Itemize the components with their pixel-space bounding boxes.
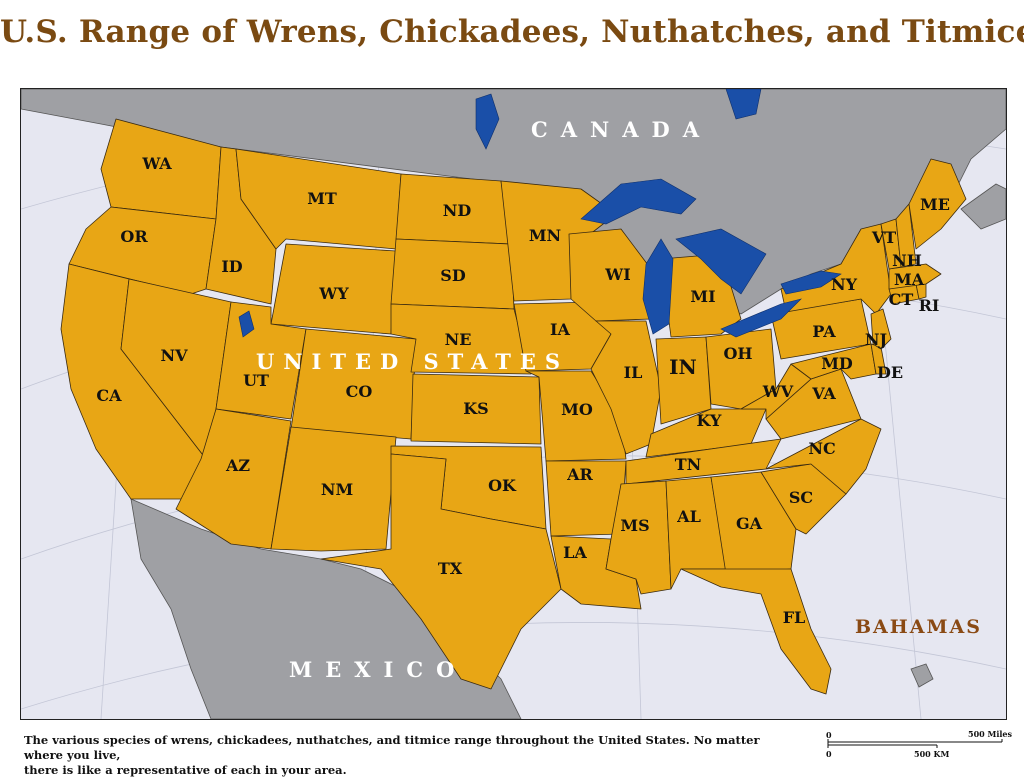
state-label-fl: FL xyxy=(783,608,806,627)
state-nm xyxy=(270,426,397,552)
state-il xyxy=(590,320,662,455)
state-label-ok: OK xyxy=(488,476,517,495)
great-salt-lake xyxy=(238,310,255,338)
state-label-ct: CT xyxy=(889,290,914,309)
scale-km-start: 0 xyxy=(826,749,832,759)
state-ma xyxy=(888,263,942,290)
state-label-mi: MI xyxy=(690,287,715,306)
state-label-pa: PA xyxy=(812,322,836,341)
state-ne xyxy=(390,303,532,375)
state-label-az: AZ xyxy=(225,456,250,475)
caption-line-1: The various species of wrens, chickadees… xyxy=(24,733,760,762)
state-mo xyxy=(525,370,627,462)
state-label-ga: GA xyxy=(736,514,763,533)
state-label-vt: VT xyxy=(871,228,896,247)
nova-scotia xyxy=(960,183,1006,230)
state-label-ia: IA xyxy=(550,320,570,339)
state-sc xyxy=(760,463,847,535)
state-label-nj: NJ xyxy=(865,330,887,349)
lake-ontario xyxy=(780,270,842,295)
state-label-ri: RI xyxy=(919,296,940,315)
state-label-sc: SC xyxy=(789,488,813,507)
state-label-tx: TX xyxy=(438,559,463,578)
state-label-ar: AR xyxy=(566,465,593,484)
state-label-mo: MO xyxy=(561,400,593,419)
state-label-tn: TN xyxy=(675,455,702,474)
state-label-il: IL xyxy=(624,363,643,382)
state-label-va: VA xyxy=(811,384,836,403)
lake-huron xyxy=(675,228,767,295)
state-label-sd: SD xyxy=(440,266,466,285)
state-label-ca: CA xyxy=(96,386,122,405)
state-label-co: CO xyxy=(346,382,373,401)
scale-miles-end: 500 Miles xyxy=(968,729,1012,739)
states xyxy=(60,118,967,695)
map-frame: CANADA UNITED STATES MEXICO BAHAMAS WA O… xyxy=(20,88,1007,720)
state-label-ms: MS xyxy=(620,516,649,535)
state-label-nc: NC xyxy=(808,439,835,458)
canada-label: CANADA xyxy=(531,117,712,142)
state-label-oh: OH xyxy=(723,344,752,363)
state-label-in: IN xyxy=(669,355,697,379)
mexico-label: MEXICO xyxy=(289,657,467,682)
state-label-wy: WY xyxy=(318,284,349,303)
state-label-wa: WA xyxy=(141,154,172,173)
state-label-ny: NY xyxy=(831,275,858,294)
lake-superior xyxy=(580,178,697,225)
state-label-ks: KS xyxy=(463,399,488,418)
state-nj xyxy=(870,308,892,350)
caption-line-2: there is like a representative of each i… xyxy=(24,763,347,777)
state-label-al: AL xyxy=(676,507,701,526)
state-ks xyxy=(410,373,542,445)
state-label-mn: MN xyxy=(529,226,561,245)
state-fl xyxy=(680,568,832,695)
canada-lake-1 xyxy=(475,93,500,150)
state-nh xyxy=(895,203,917,268)
map-title: U.S. Range of Wrens, Chickadees, Nuthatc… xyxy=(0,14,1024,50)
scale-miles-start: 0 xyxy=(826,730,832,740)
state-me xyxy=(908,158,967,250)
lake-michigan xyxy=(642,238,674,335)
state-label-ky: KY xyxy=(697,411,722,430)
canada-lake-2 xyxy=(725,89,762,120)
state-az xyxy=(175,408,292,550)
state-label-ut: UT xyxy=(243,371,269,390)
state-tx xyxy=(320,453,562,690)
state-label-ne: NE xyxy=(445,330,472,349)
state-label-mt: MT xyxy=(307,189,337,208)
scale-bar: 0 500 Miles 0 500 KM xyxy=(826,729,1012,759)
state-label-or: OR xyxy=(120,227,148,246)
map-caption: The various species of wrens, chickadees… xyxy=(24,733,794,778)
state-labels: WA OR CA ID NV MT WY UT AZ CO NM ND SD N… xyxy=(96,154,950,627)
great-lakes xyxy=(238,89,842,338)
state-label-de: DE xyxy=(877,363,903,382)
united-states-label: UNITED STATES xyxy=(256,349,569,374)
state-label-nv: NV xyxy=(160,346,188,365)
state-label-nm: NM xyxy=(321,480,353,499)
state-label-la: LA xyxy=(563,543,587,562)
scale-km-end: 500 KM xyxy=(914,749,949,759)
state-ga xyxy=(710,471,797,575)
us-map: CANADA UNITED STATES MEXICO BAHAMAS WA O… xyxy=(21,89,1006,719)
state-label-id: ID xyxy=(221,257,242,276)
state-label-nd: ND xyxy=(443,201,472,220)
bahamas-label: BAHAMAS xyxy=(855,616,982,638)
state-label-wv: WV xyxy=(762,382,794,401)
bahamas-islands xyxy=(910,663,934,688)
lake-erie xyxy=(720,298,802,338)
state-label-md: MD xyxy=(821,354,853,373)
state-label-me: ME xyxy=(920,195,950,214)
state-label-ma: MA xyxy=(894,270,925,289)
state-label-wi: WI xyxy=(604,265,630,284)
state-label-nh: NH xyxy=(892,251,922,270)
